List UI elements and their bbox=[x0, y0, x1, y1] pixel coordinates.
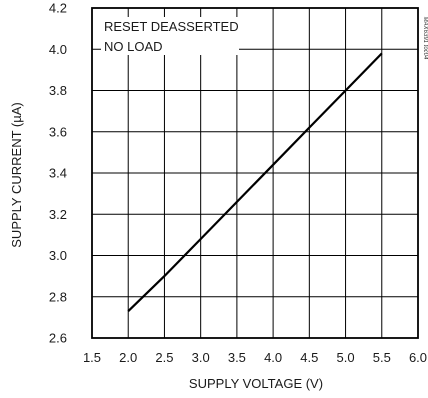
x-axis-title: SUPPLY VOLTAGE (V) bbox=[189, 376, 323, 391]
series-line bbox=[127, 52, 383, 312]
x-tick-label: 3.0 bbox=[192, 350, 210, 365]
y-tick-label: 4.2 bbox=[49, 1, 67, 16]
y-tick-label: 3.2 bbox=[49, 207, 67, 222]
x-tick-label: 2.5 bbox=[155, 350, 173, 365]
y-axis-title: SUPPLY CURRENT (µA) bbox=[9, 102, 24, 247]
y-tick-label: 3.4 bbox=[49, 166, 67, 181]
side-code-label: MAX6391 toc04 bbox=[422, 17, 428, 60]
y-tick-label: 3.6 bbox=[49, 124, 67, 139]
annotation-no-load: NO LOAD bbox=[104, 39, 163, 54]
plot-frame bbox=[91, 7, 419, 339]
annotation-reset-deasserted: RESET DEASSERTED bbox=[104, 19, 239, 34]
x-tick-label: 4.5 bbox=[300, 350, 318, 365]
y-tick-labels: 2.6 2.8 3.0 3.2 3.4 3.6 3.8 4.0 4.2 bbox=[49, 1, 67, 346]
x-tick-labels: 1.5 2.0 2.5 3.0 3.5 4.0 4.5 5.0 5.5 6.0 bbox=[83, 350, 427, 365]
y-tick-label: 4.0 bbox=[49, 42, 67, 57]
y-tick-label: 2.8 bbox=[49, 289, 67, 304]
x-tick-label: 3.5 bbox=[228, 350, 246, 365]
grid bbox=[92, 8, 418, 338]
x-tick-label: 5.5 bbox=[373, 350, 391, 365]
x-tick-label: 6.0 bbox=[409, 350, 427, 365]
x-tick-label: 5.0 bbox=[337, 350, 355, 365]
y-tick-label: 3.0 bbox=[49, 248, 67, 263]
series-lines bbox=[127, 52, 383, 312]
x-tick-label: 1.5 bbox=[83, 350, 101, 365]
x-tick-label: 2.0 bbox=[119, 350, 137, 365]
annotation-background bbox=[101, 17, 239, 55]
x-tick-label: 4.0 bbox=[264, 350, 282, 365]
y-tick-label: 3.8 bbox=[49, 83, 67, 98]
y-tick-label: 2.6 bbox=[49, 331, 67, 346]
